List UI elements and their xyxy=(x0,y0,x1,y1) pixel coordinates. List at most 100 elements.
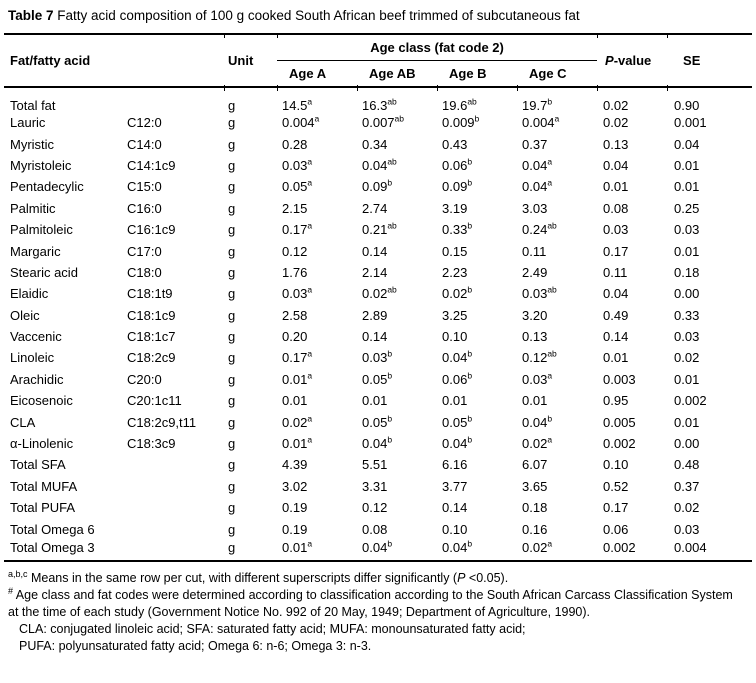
age-ab-value: 0.05b xyxy=(362,370,393,387)
fatty-acid-name: Total Omega 6 xyxy=(10,521,95,537)
col-header-fat-fatty-acid: Fat/fatty acid xyxy=(10,53,91,68)
fatty-acid-code xyxy=(121,87,224,112)
fatty-acid-name: Eicosenoic xyxy=(10,393,73,409)
unit-value: g xyxy=(228,478,236,494)
significance-superscript: b xyxy=(467,370,473,381)
age-ab-value: 0.08 xyxy=(362,521,388,537)
age-b-value: 0.04b xyxy=(442,349,473,366)
table-caption-text: Fatty acid composition of 100 g cooked S… xyxy=(57,8,580,23)
significance-superscript: a xyxy=(307,220,313,231)
age-a-value: 0.20 xyxy=(282,329,308,345)
se-value-cell: 0.01 xyxy=(674,414,700,430)
table-header: Fat/fatty acid Unit Age class (fat code … xyxy=(4,34,753,87)
age-b-value: 0.04b xyxy=(442,538,473,555)
se-value-cell: 0.04 xyxy=(674,136,700,152)
age-b-value: 19.6ab xyxy=(442,96,477,113)
age-c-value: 19.7b xyxy=(522,96,553,113)
age-c-value: 0.03ab xyxy=(522,284,557,302)
age-a-value: 0.03a xyxy=(282,284,313,302)
age-ab-value: 3.31 xyxy=(362,478,388,494)
p-value-cell: 0.02 xyxy=(603,98,629,113)
fatty-acid-code: C18:1c7 xyxy=(127,329,176,345)
p-value-cell: 0.14 xyxy=(603,329,629,345)
age-c-value: 3.20 xyxy=(522,307,548,323)
grid-tick xyxy=(437,85,438,91)
age-c-value: 6.07 xyxy=(522,457,548,473)
fatty-acid-code: C18:2c9,t11 xyxy=(127,414,197,430)
p-value-cell: 0.13 xyxy=(603,136,629,152)
col-header-age-b: Age B xyxy=(449,65,487,81)
p-value-cell: 0.11 xyxy=(603,264,628,280)
se-value-cell: 0.01 xyxy=(674,179,700,195)
age-c-value: 0.37 xyxy=(522,136,548,152)
significance-superscript: a xyxy=(307,156,313,167)
footnotes: a,b,c Means in the same row per cut, wit… xyxy=(4,570,752,655)
header-row-2: Age A Age AB Age B Age C xyxy=(4,60,752,87)
table-row: Myristoleic C14:1c9 g 0.03a 0.04ab 0.06b 0.04a… xyxy=(4,155,752,176)
age-b-value: 6.16 xyxy=(442,457,468,473)
age-a-value: 3.02 xyxy=(282,478,308,494)
age-c-value: 0.03a xyxy=(522,370,553,387)
unit-value: g xyxy=(228,98,236,113)
se-value-cell: 0.90 xyxy=(674,98,700,113)
significance-superscript: ab xyxy=(387,220,397,231)
table-row: Palmitoleic C16:1c9 g 0.17a 0.21ab 0.33b 0.24a… xyxy=(4,219,752,240)
age-c-value: 0.04b xyxy=(522,413,553,430)
fatty-acid-name: Lauric xyxy=(10,115,46,131)
unit-value: g xyxy=(228,264,236,280)
grid-tick xyxy=(277,33,278,38)
p-value-cell: 0.03 xyxy=(603,222,629,238)
table-row: Total PUFA g 0.19 0.12 0.14 0.18 0.17 0.02 xyxy=(4,497,752,518)
col-header-age-c: Age C xyxy=(529,65,567,81)
significance-superscript: a xyxy=(547,434,553,445)
fatty-acid-name: Myristoleic xyxy=(10,157,72,173)
age-b-value: 0.43 xyxy=(442,136,468,152)
header-row-1: Fat/fatty acid Unit Age class (fat code … xyxy=(4,34,752,68)
p-value-cell: 0.95 xyxy=(603,393,629,409)
significance-superscript: a xyxy=(307,284,313,295)
significance-superscript: ab xyxy=(387,284,397,295)
significance-superscript: b xyxy=(387,178,393,189)
age-b-value: 3.25 xyxy=(442,307,468,323)
p-value-rest-part: -value xyxy=(613,53,652,68)
grid-tick xyxy=(357,85,358,91)
table-row: Total fat g 14.5a 16.3ab 19.6ab 19.7b 0.02 0.90 xyxy=(4,87,752,112)
table-row: Total SFA g 4.39 5.51 6.16 6.07 0.10 0.48 xyxy=(4,454,752,475)
significance-superscript: ab xyxy=(547,349,557,360)
grid-tick xyxy=(597,85,598,91)
table-caption: Table 7 Fatty acid composition of 100 g … xyxy=(4,7,752,24)
fatty-acid-name: Total Omega 3 xyxy=(10,539,95,555)
significance-superscript: b xyxy=(467,284,473,295)
age-b-value: 0.05b xyxy=(442,413,473,430)
significance-superscript: a xyxy=(547,156,553,167)
significance-superscript: a xyxy=(307,538,313,549)
table-row: α-Linolenic C18:3c9 g 0.01a 0.04b 0.04b 0.02a 0… xyxy=(4,433,752,454)
fatty-acid-code xyxy=(121,476,224,497)
significance-superscript: ab xyxy=(387,156,397,167)
age-a-value: 0.004a xyxy=(282,113,320,131)
age-ab-value: 0.04b xyxy=(362,434,393,452)
unit-value: g xyxy=(228,222,236,238)
col-header-unit: Unit xyxy=(228,53,254,68)
age-a-value: 2.58 xyxy=(282,307,308,323)
age-c-value: 0.12ab xyxy=(522,349,557,366)
fatty-acid-name: Elaidic xyxy=(10,286,49,302)
significance-superscript: b xyxy=(467,156,473,167)
p-value-cell: 0.01 xyxy=(603,350,629,366)
significance-superscript: b xyxy=(387,349,393,360)
unit-value: g xyxy=(228,436,236,452)
table-row: Linoleic C18:2c9 g 0.17a 0.03b 0.04b 0.12ab 0.0… xyxy=(4,347,752,368)
significance-superscript: ab xyxy=(387,96,397,107)
age-a-value: 0.17a xyxy=(282,220,313,238)
p-value-cell: 0.49 xyxy=(603,307,629,323)
table-row: Stearic acid C18:0 g 1.76 2.14 2.23 2.49 0.11 0.… xyxy=(4,262,752,283)
p-value-cell: 0.002 xyxy=(603,436,636,452)
se-value-cell: 0.03 xyxy=(674,329,700,345)
unit-value: g xyxy=(228,500,236,516)
age-ab-value: 0.12 xyxy=(362,500,388,516)
fatty-acid-name: Margaric xyxy=(10,243,61,259)
fatty-acid-name: Stearic acid xyxy=(10,264,78,280)
footnote-age-class: # Age class and fat codes were determine… xyxy=(8,587,746,621)
se-value-cell: 0.01 xyxy=(674,371,700,387)
significance-superscript: a xyxy=(307,349,313,360)
